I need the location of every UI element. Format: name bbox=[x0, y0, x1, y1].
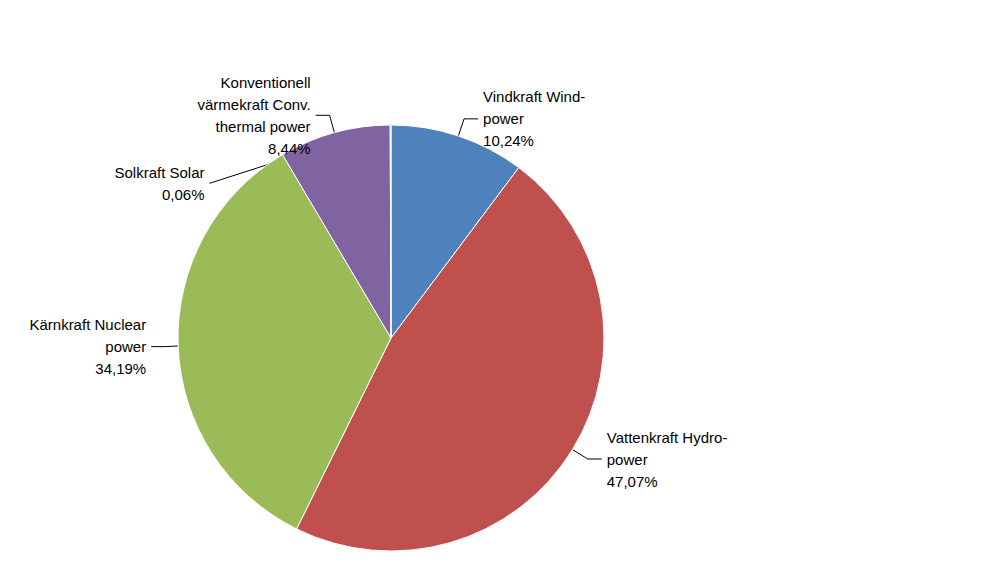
svg-text:10,24%: 10,24% bbox=[483, 132, 534, 149]
svg-text:power: power bbox=[483, 110, 524, 127]
svg-text:47,07%: 47,07% bbox=[607, 473, 658, 490]
svg-text:Vindkraft Wind-: Vindkraft Wind- bbox=[483, 88, 585, 105]
svg-text:thermal power: thermal power bbox=[216, 118, 311, 135]
svg-text:power: power bbox=[105, 338, 146, 355]
svg-text:Kärnkraft Nuclear: Kärnkraft Nuclear bbox=[29, 316, 146, 333]
svg-text:8,44%: 8,44% bbox=[268, 140, 311, 157]
svg-text:Konventionell: Konventionell bbox=[221, 74, 311, 91]
svg-text:värmekraft Conv.: värmekraft Conv. bbox=[198, 96, 311, 113]
svg-text:0,06%: 0,06% bbox=[162, 186, 205, 203]
svg-text:power: power bbox=[607, 451, 648, 468]
svg-text:Vattenkraft Hydro-: Vattenkraft Hydro- bbox=[607, 429, 728, 446]
svg-text:Solkraft Solar: Solkraft Solar bbox=[115, 164, 205, 181]
svg-text:34,19%: 34,19% bbox=[95, 360, 146, 377]
